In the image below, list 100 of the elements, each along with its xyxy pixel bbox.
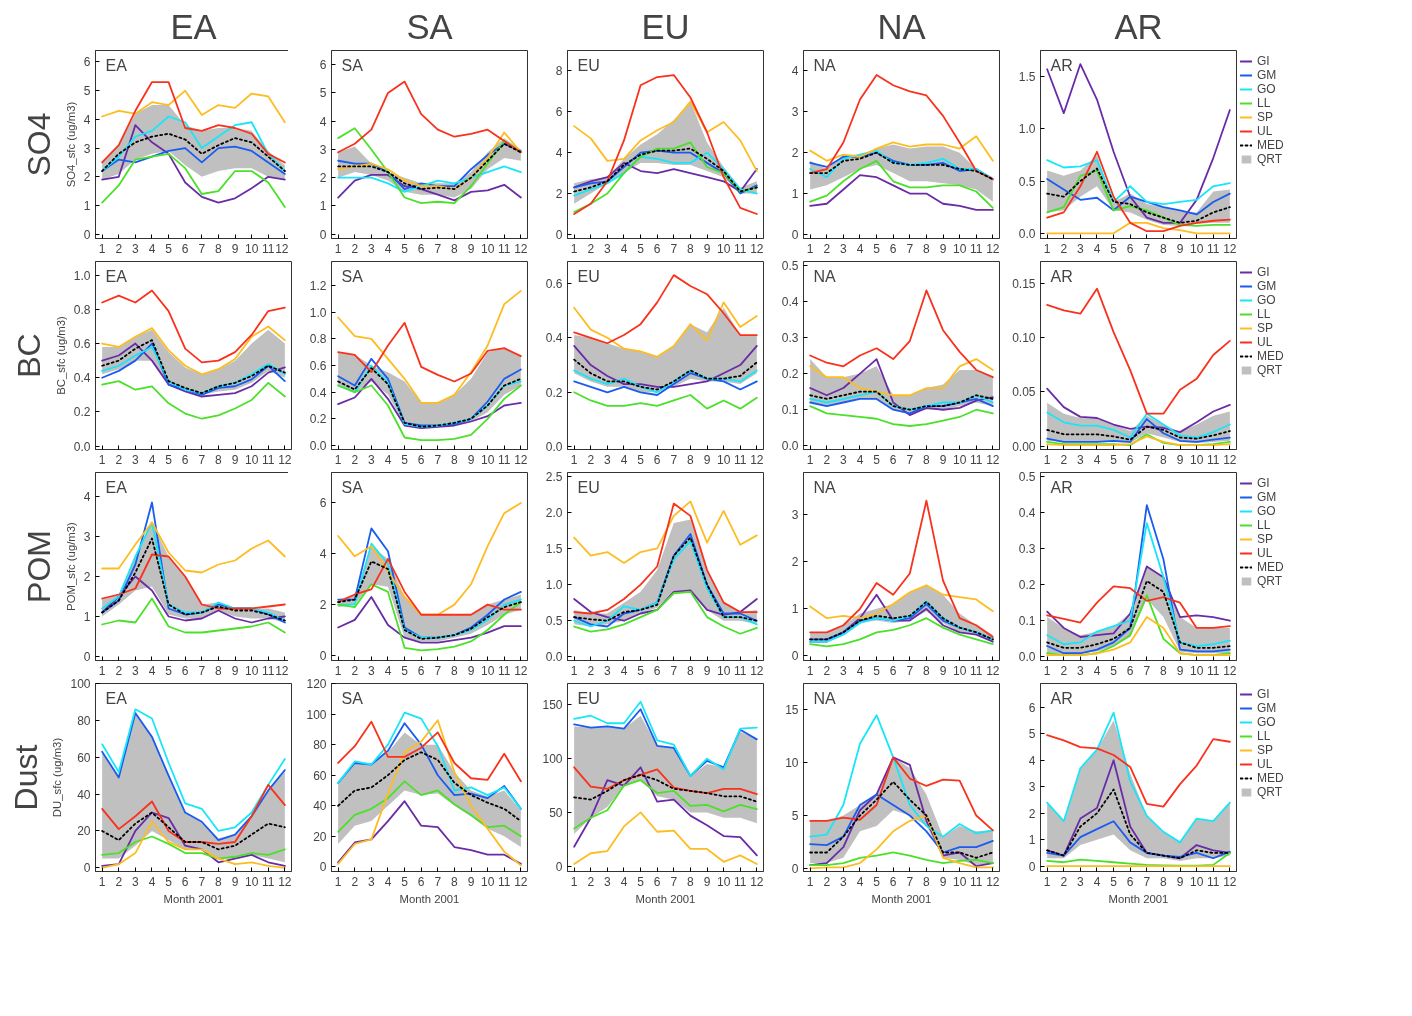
y-tick-label: 0.00: [1012, 439, 1036, 454]
x-tick-label: 8: [923, 452, 931, 467]
y-tick-label: 0.4: [1018, 505, 1036, 520]
legend-label: MED: [1257, 349, 1284, 363]
x-tick-label: 12: [1223, 874, 1237, 889]
y-tick-label: 0: [791, 227, 799, 242]
x-tick-label: 1: [806, 874, 814, 889]
x-tick-label: 7: [434, 452, 442, 467]
legend-label: LL: [1257, 96, 1272, 110]
x-tick-label: 11: [262, 874, 275, 889]
x-tick-label: 5: [637, 663, 645, 678]
y-tick-label: 2: [319, 171, 327, 186]
x-tick-label: 11: [1207, 452, 1220, 467]
x-tick-label: 12: [750, 452, 764, 467]
x-tick-label: 8: [451, 241, 459, 256]
x-tick-label: 5: [1110, 663, 1118, 678]
x-axis-title: Month 2001: [635, 892, 696, 905]
x-tick-label: 7: [1143, 874, 1151, 889]
x-tick-label: 3: [840, 452, 848, 467]
x-tick-label: 11: [498, 452, 511, 467]
legend-label: SP: [1257, 110, 1274, 124]
y-tick-label: 100: [542, 752, 563, 767]
x-tick-label: 11: [1207, 241, 1220, 256]
x-tick-label: 4: [1093, 663, 1101, 678]
y-tick-label: 4: [319, 114, 327, 129]
text: POM: [20, 530, 57, 603]
x-tick-label: 8: [215, 874, 223, 889]
y-tick-label: 0.6: [545, 276, 563, 291]
y-tick-label: 6: [319, 58, 327, 73]
y-tick-label: 150: [542, 698, 563, 713]
x-tick-label: 9: [703, 663, 711, 678]
y-tick-label: 5: [1028, 727, 1036, 742]
x-tick-label: 1: [98, 241, 106, 256]
x-tick-label: 8: [215, 241, 223, 256]
x-tick-label: 12: [986, 663, 1000, 678]
x-tick-label: 6: [1126, 663, 1134, 678]
y-tick-label: 0: [555, 859, 563, 874]
legend-label: LL: [1257, 307, 1272, 321]
y-tick-label: 4: [83, 112, 91, 127]
x-tick-label: 3: [368, 874, 376, 889]
y-tick-label: 0.5: [1018, 174, 1036, 189]
x-tick-label: 4: [620, 241, 628, 256]
x-tick-label: 12: [514, 452, 528, 467]
x-tick-label: 4: [1093, 241, 1101, 256]
x-tick-label: 2: [1060, 874, 1068, 889]
x-tick-label: 10: [480, 241, 495, 256]
x-tick-label: 12: [514, 874, 528, 889]
y-tick-label: 3: [83, 530, 91, 544]
x-tick-label: 4: [620, 663, 628, 678]
x-tick-label: 10: [716, 452, 731, 467]
y-tick-label: 0.0: [1018, 226, 1036, 241]
x-tick-label: 7: [434, 874, 442, 889]
x-tick-label: 5: [401, 241, 409, 256]
y-tick-label: 0.3: [1018, 541, 1036, 556]
legend-label: SP: [1257, 743, 1274, 757]
y-axis-title: BC_sfc (ug/m3): [54, 315, 67, 395]
x-tick-label: 1: [806, 663, 814, 678]
y-tick-label: 40: [313, 799, 327, 814]
annotation: SA: [341, 267, 364, 285]
x-tick-label: 6: [653, 874, 661, 889]
annotation: NA: [813, 267, 837, 285]
x-tick-label: 1: [334, 241, 342, 256]
x-tick-label: 9: [467, 452, 475, 467]
y-tick-label: 2: [1028, 806, 1036, 821]
y-tick-label: 6: [319, 496, 327, 511]
y-tick-label: 0: [319, 648, 327, 663]
y-tick-label: 100: [70, 677, 91, 691]
x-tick-label: 11: [262, 452, 275, 467]
x-tick-label: 2: [823, 663, 831, 678]
y-tick-label: 0.6: [309, 359, 327, 373]
x-tick-label: 3: [132, 452, 140, 467]
x-tick-label: 11: [1207, 663, 1220, 678]
x-tick-label: 8: [215, 663, 223, 678]
x-tick-label: 3: [604, 663, 612, 678]
x-tick-label: 6: [889, 241, 897, 256]
y-tick-label: 0.5: [545, 614, 563, 629]
x-tick-label: 9: [231, 663, 239, 678]
x-tick-label: 10: [716, 241, 731, 256]
x-tick-label: 2: [1060, 663, 1068, 678]
x-tick-label: 10: [1189, 452, 1204, 467]
x-tick-label: 11: [734, 874, 747, 889]
x-tick-label: 6: [181, 663, 189, 678]
legend-label: GO: [1257, 715, 1277, 729]
y-tick-label: 6: [1028, 700, 1036, 715]
x-tick-label: 12: [750, 663, 764, 678]
y-tick-label: 0.2: [73, 405, 91, 420]
x-tick-label: 10: [952, 874, 967, 889]
x-tick-label: 2: [115, 874, 123, 889]
x-tick-label: 11: [970, 452, 983, 467]
y-tick-label: 0.4: [545, 331, 563, 346]
annotation: AR: [1050, 56, 1073, 74]
y-tick-label: 8: [555, 64, 563, 79]
x-tick-label: 6: [889, 874, 897, 889]
y-tick-label: 0.1: [781, 403, 799, 418]
x-tick-label: 6: [1126, 452, 1134, 467]
x-tick-label: 2: [823, 874, 831, 889]
y-tick-label: 2.0: [545, 505, 563, 520]
x-tick-label: 5: [1110, 241, 1118, 256]
x-tick-label: 12: [750, 874, 764, 889]
y-axis-title: SO4_sfc (ug/m3): [64, 101, 77, 188]
